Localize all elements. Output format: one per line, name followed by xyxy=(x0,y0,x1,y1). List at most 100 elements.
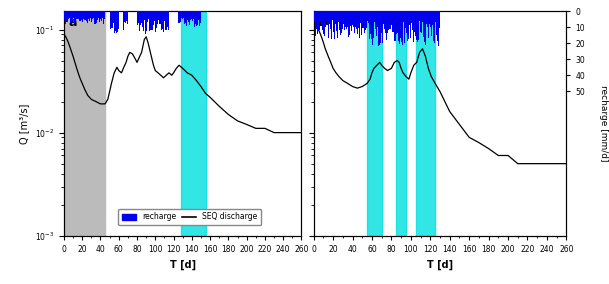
Bar xyxy=(150,11,152,30)
Bar xyxy=(333,11,334,32)
Bar xyxy=(157,11,158,24)
Bar xyxy=(199,11,200,26)
Bar xyxy=(437,11,438,41)
Bar xyxy=(365,11,366,30)
Bar xyxy=(104,11,105,19)
Bar xyxy=(144,11,145,20)
Bar xyxy=(353,11,354,27)
Bar xyxy=(359,11,361,38)
Bar xyxy=(418,11,420,21)
Text: b: b xyxy=(319,16,328,29)
Bar xyxy=(334,11,335,39)
Bar xyxy=(423,11,424,37)
Bar xyxy=(411,11,412,23)
Bar xyxy=(96,11,97,23)
Bar xyxy=(434,11,435,43)
Bar xyxy=(398,11,399,41)
Bar xyxy=(327,11,328,25)
Bar xyxy=(110,11,111,30)
Bar xyxy=(141,11,143,27)
Bar xyxy=(414,11,415,32)
Bar xyxy=(125,11,126,23)
Bar xyxy=(83,11,84,19)
Bar xyxy=(412,11,413,30)
Bar xyxy=(76,11,77,19)
Bar xyxy=(403,11,404,22)
Bar xyxy=(368,11,369,23)
Bar xyxy=(432,11,433,25)
Bar xyxy=(179,11,180,23)
Bar xyxy=(188,11,189,22)
Bar xyxy=(358,11,359,28)
Bar xyxy=(336,11,337,31)
Y-axis label: recharge [mm/d]: recharge [mm/d] xyxy=(599,85,608,162)
Bar xyxy=(159,11,160,24)
Bar xyxy=(372,11,373,45)
Bar xyxy=(394,11,395,41)
Bar xyxy=(99,11,100,22)
Bar xyxy=(331,11,332,39)
Bar xyxy=(341,11,342,33)
Bar xyxy=(323,11,325,34)
Bar xyxy=(381,11,382,33)
Bar xyxy=(74,11,75,24)
Bar xyxy=(143,11,144,21)
Bar xyxy=(410,11,411,38)
Bar xyxy=(377,11,378,27)
Bar xyxy=(361,11,362,35)
Bar xyxy=(346,11,347,29)
Bar xyxy=(196,11,197,26)
Bar xyxy=(72,11,73,22)
Bar xyxy=(424,11,426,42)
Bar xyxy=(396,11,406,236)
Bar xyxy=(399,11,400,44)
Bar xyxy=(345,11,346,27)
Bar xyxy=(85,11,86,20)
Bar xyxy=(428,11,429,38)
Bar xyxy=(78,11,79,19)
Bar xyxy=(396,11,397,34)
Bar xyxy=(195,11,196,24)
Bar xyxy=(340,11,341,35)
Bar xyxy=(124,11,125,22)
Bar xyxy=(113,11,114,23)
Bar xyxy=(88,11,89,19)
Bar xyxy=(335,11,336,24)
Bar xyxy=(191,11,192,18)
Bar xyxy=(184,11,185,24)
Bar xyxy=(356,11,357,29)
Bar xyxy=(438,11,439,46)
Bar xyxy=(435,11,436,22)
Bar xyxy=(338,11,339,22)
Bar xyxy=(320,11,322,21)
Bar xyxy=(405,11,406,28)
Bar xyxy=(100,11,101,18)
Bar xyxy=(322,11,323,30)
Bar xyxy=(367,11,368,21)
Bar xyxy=(436,11,437,35)
Bar xyxy=(149,11,150,31)
Bar xyxy=(192,11,194,19)
Bar xyxy=(75,11,76,23)
Bar xyxy=(347,11,348,27)
Bar xyxy=(66,11,67,22)
Bar xyxy=(115,11,116,31)
Bar xyxy=(116,11,117,33)
Bar xyxy=(348,11,350,36)
Bar xyxy=(373,11,374,39)
Bar xyxy=(390,11,392,29)
Bar xyxy=(65,11,66,24)
Bar xyxy=(137,11,138,25)
Bar xyxy=(332,11,333,20)
Bar xyxy=(84,11,85,20)
Bar xyxy=(153,11,154,24)
Bar xyxy=(68,11,69,19)
Bar xyxy=(433,11,434,41)
Bar xyxy=(431,11,432,36)
Bar xyxy=(102,11,103,18)
Bar xyxy=(139,11,140,31)
Bar xyxy=(407,11,408,41)
Bar xyxy=(351,11,353,25)
Bar xyxy=(397,11,398,33)
Bar xyxy=(363,11,364,28)
